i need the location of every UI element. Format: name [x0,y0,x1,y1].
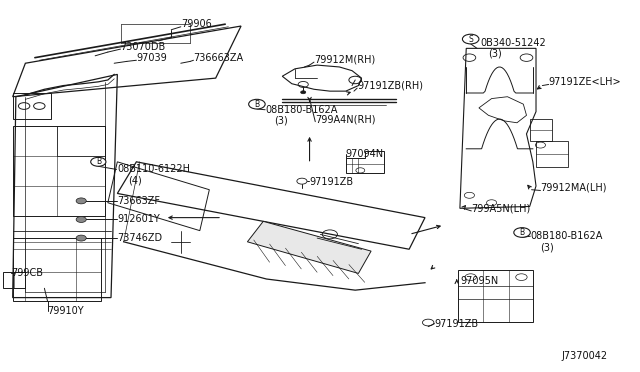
Text: 97039: 97039 [136,53,167,62]
Text: 79910Y: 79910Y [47,306,84,315]
Circle shape [301,91,306,94]
Text: 73663ZF: 73663ZF [117,196,161,206]
Text: 912601Y: 912601Y [117,215,160,224]
Circle shape [91,157,106,166]
Text: 97095N: 97095N [461,276,499,286]
Text: 97191ZE<LH>: 97191ZE<LH> [548,77,621,87]
Text: 08B110-6122H: 08B110-6122H [117,164,190,174]
Circle shape [463,34,479,44]
Text: 08B180-B162A: 08B180-B162A [265,105,337,115]
Text: (3): (3) [540,243,554,252]
Circle shape [76,235,86,241]
Text: 73746ZD: 73746ZD [117,233,163,243]
Text: 97191ZB(RH): 97191ZB(RH) [357,81,423,90]
Circle shape [249,99,265,109]
Text: 79906: 79906 [180,19,212,29]
Circle shape [76,217,86,222]
Text: 08B180-B162A: 08B180-B162A [531,231,603,241]
Text: 799A4N(RH): 799A4N(RH) [316,114,376,124]
Text: 799CB: 799CB [12,269,44,278]
Text: B: B [254,100,259,109]
Text: J7370042: J7370042 [561,352,607,361]
Text: 97094N: 97094N [346,150,384,159]
Circle shape [514,228,531,237]
Polygon shape [248,221,371,273]
Text: (4): (4) [128,176,142,185]
Text: (3): (3) [488,49,502,59]
Text: B: B [520,228,525,237]
Text: S: S [468,35,473,44]
Text: 0B340-51242: 0B340-51242 [481,38,547,48]
Text: 79912M(RH): 79912M(RH) [314,55,375,64]
Text: 79912MA(LH): 79912MA(LH) [540,183,607,193]
Text: 736663ZA: 736663ZA [193,53,244,62]
Text: 97191ZB: 97191ZB [309,177,353,187]
Text: 73070DB: 73070DB [120,42,166,51]
Text: B: B [96,157,101,166]
Circle shape [76,198,86,204]
Text: 97191ZB: 97191ZB [435,319,479,328]
Text: 799A5N(LH): 799A5N(LH) [471,203,531,213]
Text: (3): (3) [274,116,288,126]
